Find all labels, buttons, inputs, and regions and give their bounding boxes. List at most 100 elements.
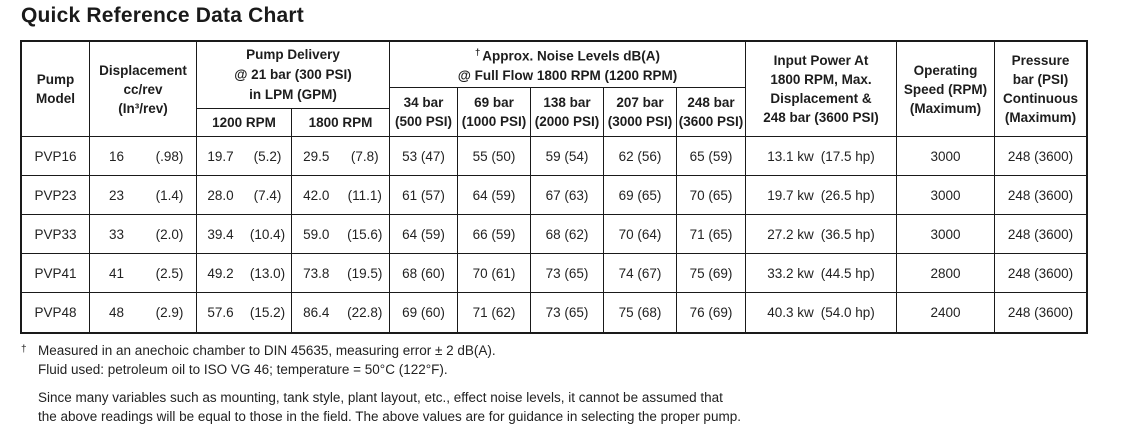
header-label: † Approx. Noise Levels dB(A)	[475, 43, 660, 67]
cell-value: 53 (47)	[402, 148, 445, 164]
cell-pressure: 248 (3600)	[995, 137, 1086, 175]
cell-noise-1: 68 (60)	[390, 254, 458, 292]
cell-value: 61 (57)	[402, 187, 445, 203]
cell-displacement: 16 (.98)	[90, 137, 197, 175]
cell-noise-2: 70 (61)	[458, 254, 531, 292]
header-label: 1800 RPM, Max.	[770, 72, 872, 87]
cell-value: 75 (69)	[689, 265, 733, 281]
cell-value: 73.8	[303, 265, 330, 281]
header-label: Continuous	[1003, 91, 1078, 106]
cell-value: PVP16	[34, 148, 77, 164]
cell-value: PVP48	[34, 305, 77, 320]
header-label: Operating	[913, 62, 978, 78]
header-label: 1200 RPM	[212, 115, 276, 130]
cell-pressure: 248 (3600)	[995, 215, 1086, 253]
cell-value: 3000	[930, 226, 961, 242]
header-label: (Maximum)	[1004, 110, 1077, 125]
cell-value: 40.3 kw	[767, 305, 814, 320]
cell-value: 33	[108, 226, 125, 242]
cell-pressure: 248 (3600)	[995, 254, 1086, 292]
cell-value: (10.4)	[249, 226, 286, 242]
header-noise-title: † Approx. Noise Levels dB(A) @ Full Flow …	[390, 42, 745, 88]
cell-pressure: 248 (3600)	[995, 293, 1086, 332]
cell-operating-speed: 2400	[897, 293, 995, 332]
header-label: in LPM (GPM)	[249, 87, 337, 102]
cell-value: (22.8)	[347, 305, 383, 320]
cell-value: (.98)	[155, 148, 184, 164]
cell-value: 62 (56)	[618, 148, 662, 164]
cell-value: 71 (65)	[689, 226, 733, 242]
cell-value: (17.5 hp)	[820, 148, 875, 164]
cell-input-power: 19.7 kw (26.5 hp)	[746, 176, 897, 214]
cell-value: 248 bar	[687, 95, 735, 110]
header-pump-delivery-title: Pump Delivery @ 21 bar (300 PSI) in LPM …	[197, 42, 389, 109]
cell-operating-speed: 3000	[897, 137, 995, 175]
cell-noise-1: 61 (57)	[390, 176, 458, 214]
header-noise-138-bar: 138 bar (2000 PSI)	[531, 88, 604, 136]
cell-value: 42.0	[303, 187, 330, 203]
cell-noise-5: 75 (69)	[677, 254, 746, 292]
cell-value: (3000 PSI)	[607, 114, 673, 129]
cell-pump-model: PVP48	[22, 293, 90, 332]
cell-value: 34 bar	[403, 95, 444, 110]
footnote: † Measured in an anechoic chamber to DIN…	[20, 341, 1030, 426]
cell-value: 86.4	[303, 305, 330, 320]
footnote-line: Measured in an anechoic chamber to DIN 4…	[38, 343, 496, 358]
cell-operating-speed: 3000	[897, 176, 995, 214]
cell-pump-model: PVP16	[22, 137, 90, 175]
cell-value: 41	[108, 265, 125, 281]
cell-delivery-1200: 49.2 (13.0)	[197, 254, 292, 292]
noise-subheader-row: 34 bar (500 PSI) 69 bar (1000 PSI) 138 bar (2…	[390, 88, 745, 136]
cell-value: 75 (68)	[618, 305, 662, 320]
cell-noise-1: 69 (60)	[390, 293, 458, 332]
cell-pump-model: PVP41	[22, 254, 90, 292]
cell-value: (2.9)	[155, 305, 184, 320]
header-pump-model: Pump Model	[22, 42, 90, 136]
cell-input-power: 27.2 kw (36.5 hp)	[746, 215, 897, 253]
header-noise-248-bar: 248 bar (3600 PSI)	[677, 88, 745, 136]
cell-value: 69 (60)	[402, 305, 445, 320]
header-pressure: Pressure bar (PSI) Continuous (Maximum)	[995, 42, 1086, 136]
cell-value: PVP23	[34, 187, 77, 203]
cell-delivery-1800: 86.4 (22.8)	[292, 293, 390, 332]
cell-value: 28.0	[207, 187, 234, 203]
cell-value: (2000 PSI)	[534, 114, 600, 129]
cell-noise-3: 73 (65)	[531, 254, 604, 292]
cell-displacement: 48 (2.9)	[90, 293, 197, 332]
cell-value: 67 (63)	[545, 187, 589, 203]
header-label: Displacement &	[770, 91, 872, 106]
cell-value: 19.7 kw	[767, 187, 814, 203]
dagger-icon: †	[474, 46, 481, 58]
cell-value: 59.0	[303, 226, 330, 242]
cell-value: 71 (62)	[472, 305, 516, 320]
cell-noise-2: 55 (50)	[458, 137, 531, 175]
header-label: Speed (RPM)	[903, 81, 988, 97]
cell-pump-model: PVP33	[22, 215, 90, 253]
cell-value: 70 (61)	[472, 265, 516, 281]
cell-value: 29.5	[303, 148, 330, 164]
cell-noise-2: 71 (62)	[458, 293, 531, 332]
cell-noise-2: 66 (59)	[458, 215, 531, 253]
cell-value: 3000	[930, 187, 961, 203]
cell-noise-4: 74 (67)	[604, 254, 677, 292]
cell-value: 49.2	[207, 265, 234, 281]
header-label: 1800 RPM	[308, 115, 373, 130]
cell-value: 70 (65)	[689, 187, 733, 203]
cell-input-power: 40.3 kw (54.0 hp)	[746, 293, 897, 332]
cell-value: 23	[108, 187, 125, 203]
header-1200-rpm: 1200 RPM	[197, 109, 292, 136]
cell-value: (15.2)	[249, 305, 286, 320]
cell-noise-3: 67 (63)	[531, 176, 604, 214]
cell-value: 248 (3600)	[1007, 305, 1074, 320]
cell-value: PVP41	[34, 265, 77, 281]
cell-delivery-1200: 28.0 (7.4)	[197, 176, 292, 214]
cell-value: (500 PSI)	[394, 114, 453, 129]
cell-value: 2800	[930, 265, 961, 281]
cell-input-power: 13.1 kw (17.5 hp)	[746, 137, 897, 175]
cell-value: (26.5 hp)	[820, 187, 875, 203]
header-input-power: Input Power At 1800 RPM, Max. Displaceme…	[746, 42, 897, 136]
cell-value: 74 (67)	[618, 265, 662, 281]
header-label: Displacement	[99, 62, 187, 78]
table-row: PVP23 23 (1.4) 28.0 (7.4) 42.0 (11.1) 61 (57) 64…	[22, 176, 1086, 215]
